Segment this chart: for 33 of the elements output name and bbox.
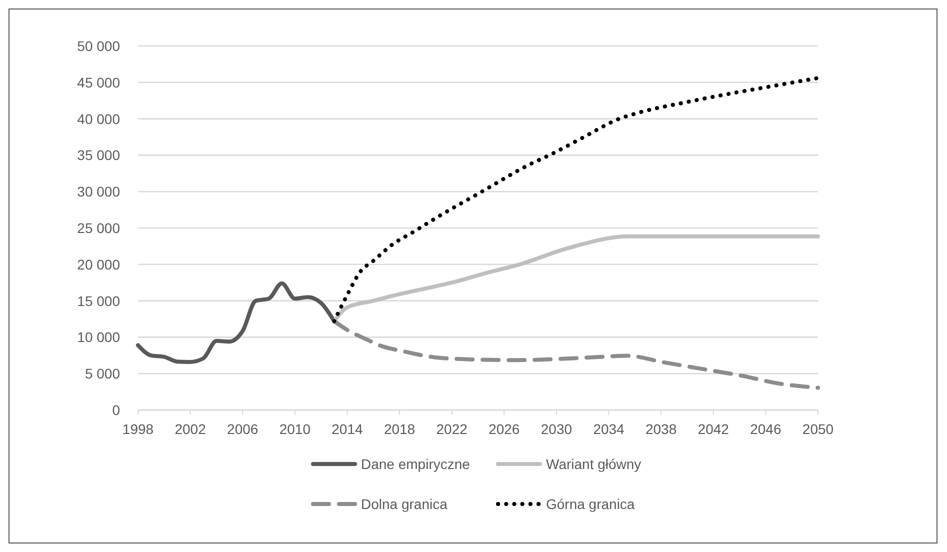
y-tick-label: 50 000: [77, 38, 120, 54]
x-tick-label: 2014: [332, 421, 364, 437]
x-tick-label: 2006: [227, 421, 258, 437]
y-tick-label: 10 000: [77, 329, 120, 346]
x-tick-label: 2002: [174, 421, 206, 437]
x-tick-label: 2026: [488, 421, 520, 437]
x-tick-label: 2042: [698, 421, 730, 437]
x-tick-label: 2022: [436, 421, 468, 437]
x-tick-label: 2018: [384, 421, 416, 437]
y-tick-label: 0: [112, 402, 120, 418]
x-tick-label: 2034: [593, 421, 625, 437]
y-tick-label: 5 000: [84, 366, 120, 382]
y-tick-label: 15 000: [77, 292, 120, 309]
line-series: [136, 281, 336, 364]
y-tick-label: 30 000: [77, 184, 120, 200]
line-series: [332, 319, 820, 390]
line-series: [332, 234, 820, 324]
x-tick-label: 1998: [122, 421, 154, 437]
x-tick-label: 2046: [750, 421, 782, 437]
x-tick-label: 2038: [646, 421, 677, 437]
y-tick-label: 40 000: [77, 110, 120, 127]
y-tick-label: 45 000: [77, 74, 120, 90]
x-tick-label: 2010: [279, 421, 311, 437]
y-tick-label: 20 000: [77, 256, 120, 272]
y-tick-label: 25 000: [77, 220, 120, 236]
x-tick-label: 2050: [802, 421, 834, 437]
line-series: [332, 76, 820, 324]
legend-label: Wariant główny: [546, 456, 642, 472]
legend-label: Dolna granica: [361, 496, 448, 512]
y-tick-label: 35 000: [77, 147, 120, 164]
legend-label: Dane empiryczne: [361, 456, 470, 472]
legend-label: Górna granica: [546, 496, 635, 512]
x-tick-label: 2030: [540, 421, 572, 437]
